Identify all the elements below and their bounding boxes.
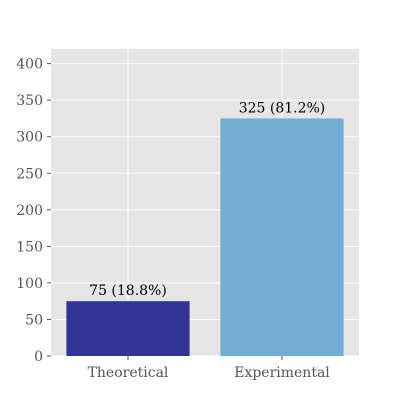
y-tick-label: 150	[16, 239, 43, 255]
data-label: 75 (18.8%)	[89, 283, 167, 299]
x-axis: Theoretical Experimental	[88, 356, 330, 381]
y-tick-label: 200	[16, 203, 43, 219]
y-tick-label: 250	[16, 166, 43, 182]
y-tick-label: 400	[16, 57, 43, 73]
data-labels: 75 (18.8%) 325 (81.2%)	[89, 100, 325, 299]
y-tick-label: 300	[16, 130, 43, 146]
y-axis: 0 50 100 150 200 250 300 350 400	[16, 57, 51, 365]
bar-experimental	[220, 118, 344, 356]
data-label: 325 (81.2%)	[239, 100, 326, 116]
bars	[66, 118, 344, 356]
y-tick-label: 350	[16, 93, 43, 109]
bar-theoretical	[66, 301, 190, 356]
y-tick-label: 0	[34, 349, 43, 365]
x-tick-label: Theoretical	[88, 365, 169, 381]
x-tick-label: Experimental	[234, 365, 330, 381]
y-tick-label: 50	[25, 312, 43, 328]
y-tick-label: 100	[16, 276, 43, 292]
